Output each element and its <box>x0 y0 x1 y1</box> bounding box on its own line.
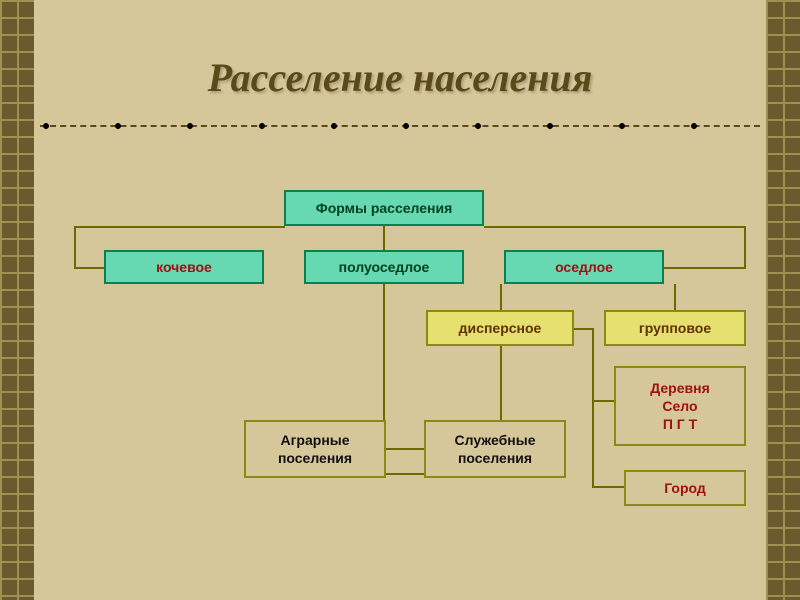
node-semi: полуоседлое <box>304 250 464 284</box>
connector <box>664 267 746 269</box>
node-service: Служебные поселения <box>424 420 566 478</box>
connector <box>744 226 746 269</box>
diagram-canvas: Формы расселения кочевое полуоседлое оседло… <box>34 170 766 600</box>
node-root: Формы расселения <box>284 190 484 226</box>
slide-title: Расселение населения <box>0 54 800 101</box>
node-city: Город <box>624 470 746 506</box>
connector <box>74 226 285 228</box>
connector <box>74 267 104 269</box>
divider-dots <box>40 120 760 132</box>
node-nomadic: кочевое <box>104 250 264 284</box>
connector <box>74 226 76 269</box>
title-divider <box>40 120 760 132</box>
node-settled: оседлое <box>504 250 664 284</box>
connector <box>383 226 385 250</box>
connector <box>592 328 594 488</box>
connector <box>592 486 624 488</box>
connector <box>592 400 614 402</box>
node-dispersed: дисперсное <box>426 310 574 346</box>
connector <box>383 473 424 475</box>
connector <box>500 284 502 310</box>
connector <box>484 226 746 228</box>
slide-page: Расселение населения Формы расселения коч… <box>0 0 800 600</box>
connector <box>674 284 676 310</box>
node-village: Деревня Село П Г Т <box>614 366 746 446</box>
node-agrarian: Аграрные поселения <box>244 420 386 478</box>
connector <box>574 328 592 330</box>
node-group: групповое <box>604 310 746 346</box>
